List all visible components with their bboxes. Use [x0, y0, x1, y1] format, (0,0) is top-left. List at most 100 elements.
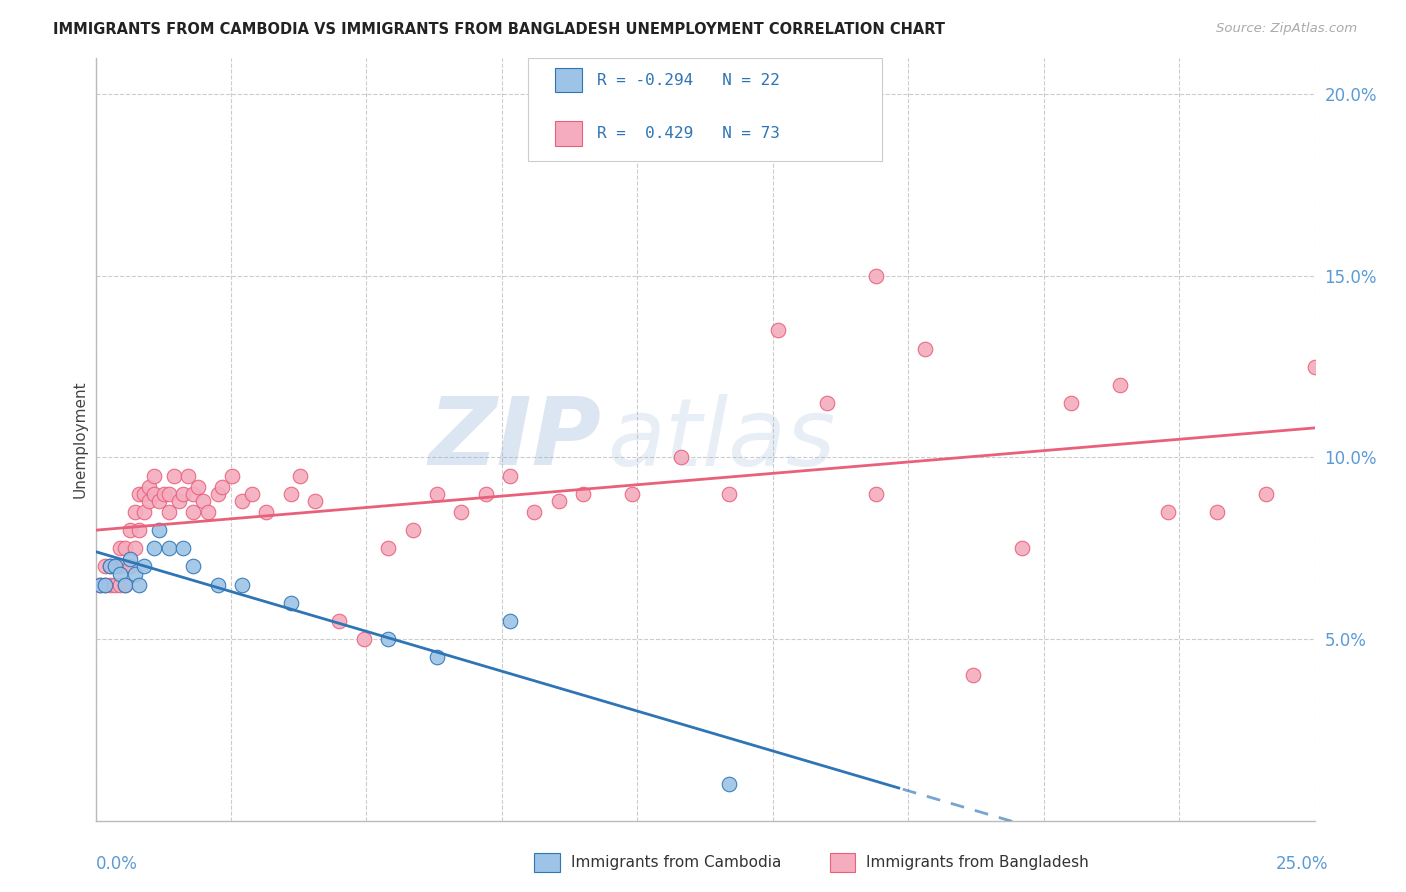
- Point: [134, 505, 156, 519]
- Point: [280, 487, 302, 501]
- Point: [143, 541, 166, 556]
- Point: [523, 505, 546, 519]
- Point: [98, 559, 121, 574]
- Point: [499, 468, 522, 483]
- Point: [450, 505, 472, 519]
- Point: [114, 541, 136, 556]
- Point: [148, 494, 170, 508]
- Point: [104, 559, 127, 574]
- Point: [148, 523, 170, 537]
- Point: [143, 487, 166, 501]
- Point: [240, 487, 263, 501]
- Point: [401, 523, 423, 537]
- Point: [118, 552, 141, 566]
- Point: [377, 632, 399, 646]
- Point: [118, 523, 141, 537]
- FancyBboxPatch shape: [529, 58, 882, 161]
- Point: [162, 468, 184, 483]
- Point: [143, 468, 166, 483]
- Point: [177, 468, 200, 483]
- Point: [231, 577, 253, 591]
- Point: [89, 577, 111, 591]
- Bar: [555, 68, 582, 92]
- Point: [1060, 396, 1083, 410]
- Y-axis label: Unemployment: Unemployment: [72, 381, 87, 498]
- Text: 0.0%: 0.0%: [96, 855, 138, 872]
- Point: [128, 523, 150, 537]
- Point: [221, 468, 243, 483]
- Point: [134, 487, 156, 501]
- Bar: [555, 121, 582, 145]
- Point: [865, 268, 887, 283]
- Point: [94, 577, 117, 591]
- Point: [914, 342, 936, 356]
- Point: [718, 777, 741, 791]
- Point: [962, 668, 984, 682]
- Point: [377, 541, 399, 556]
- Text: ZIP: ZIP: [429, 393, 602, 485]
- Text: 25.0%: 25.0%: [1277, 855, 1329, 872]
- Point: [815, 396, 838, 410]
- Point: [718, 487, 741, 501]
- Point: [104, 577, 127, 591]
- Point: [172, 487, 194, 501]
- Point: [108, 577, 131, 591]
- Point: [280, 596, 302, 610]
- Point: [104, 559, 127, 574]
- Point: [108, 566, 131, 581]
- Point: [181, 487, 204, 501]
- Point: [290, 468, 312, 483]
- Point: [167, 494, 190, 508]
- Point: [118, 559, 141, 574]
- Point: [207, 577, 229, 591]
- Point: [1254, 487, 1277, 501]
- Text: Immigrants from Cambodia: Immigrants from Cambodia: [571, 855, 782, 870]
- Point: [620, 487, 643, 501]
- Point: [94, 577, 117, 591]
- Text: Immigrants from Bangladesh: Immigrants from Bangladesh: [866, 855, 1088, 870]
- Point: [353, 632, 375, 646]
- Point: [768, 323, 790, 337]
- Text: R = -0.294   N = 22: R = -0.294 N = 22: [596, 72, 779, 87]
- Point: [865, 487, 887, 501]
- Point: [547, 494, 569, 508]
- Point: [153, 487, 176, 501]
- Point: [172, 541, 194, 556]
- Point: [108, 559, 131, 574]
- Point: [181, 559, 204, 574]
- Point: [1011, 541, 1033, 556]
- Point: [98, 577, 121, 591]
- Point: [89, 577, 111, 591]
- Point: [328, 614, 350, 628]
- Point: [231, 494, 253, 508]
- Text: atlas: atlas: [607, 393, 835, 485]
- Point: [124, 505, 146, 519]
- Point: [114, 577, 136, 591]
- Point: [114, 577, 136, 591]
- Point: [124, 566, 146, 581]
- Point: [1108, 377, 1130, 392]
- Point: [1303, 359, 1326, 374]
- Point: [426, 487, 449, 501]
- Point: [108, 541, 131, 556]
- Point: [426, 650, 449, 665]
- Point: [94, 559, 117, 574]
- Point: [98, 559, 121, 574]
- Point: [207, 487, 229, 501]
- Point: [134, 559, 156, 574]
- Point: [499, 614, 522, 628]
- Point: [157, 487, 180, 501]
- Point: [128, 577, 150, 591]
- Point: [157, 505, 180, 519]
- Point: [197, 505, 219, 519]
- Point: [254, 505, 277, 519]
- Point: [572, 487, 595, 501]
- Point: [211, 479, 233, 493]
- Point: [138, 494, 160, 508]
- Point: [304, 494, 326, 508]
- Point: [157, 541, 180, 556]
- Point: [669, 450, 692, 465]
- Point: [181, 505, 204, 519]
- Point: [191, 494, 214, 508]
- Point: [138, 479, 160, 493]
